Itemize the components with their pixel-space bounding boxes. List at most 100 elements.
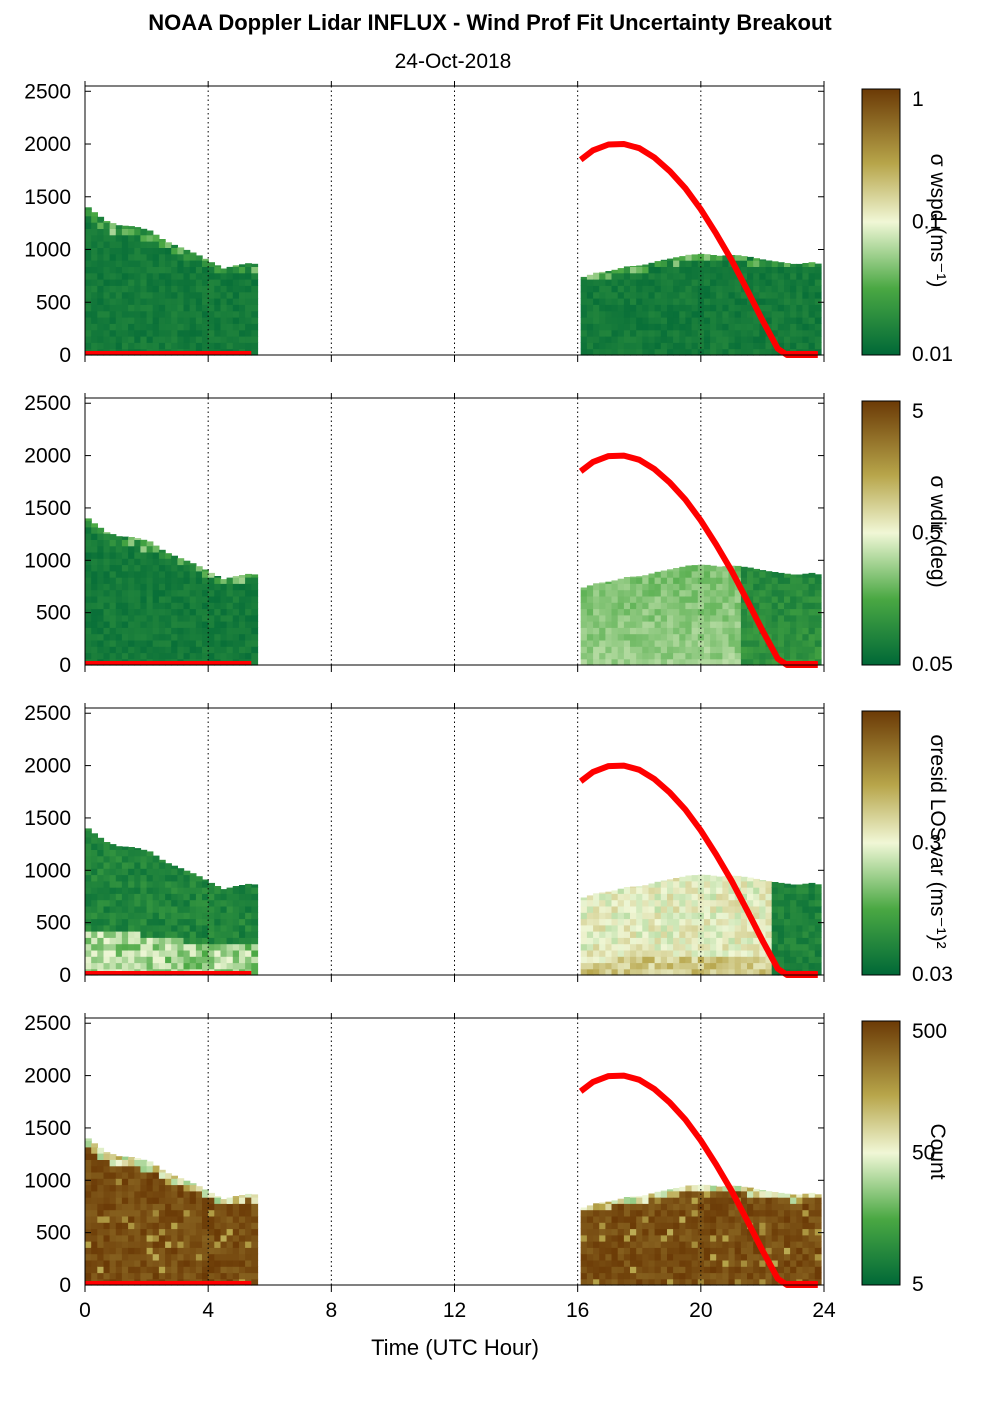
heatmap-cell <box>134 291 142 299</box>
heatmap-cell <box>226 646 234 654</box>
heatmap-cell <box>660 1197 668 1204</box>
heatmap-cell <box>146 241 154 248</box>
heatmap-cell <box>586 1247 594 1255</box>
heatmap-cell <box>710 1190 717 1198</box>
heatmap-cell <box>771 1278 779 1286</box>
heatmap-cell <box>617 627 625 635</box>
heatmap-cell <box>784 298 791 305</box>
heatmap-cell <box>740 639 748 647</box>
heatmap-cell <box>648 298 656 305</box>
heatmap-cell <box>171 868 178 876</box>
heatmap-cell <box>195 880 203 888</box>
heatmap-cell <box>103 1153 111 1160</box>
heatmap-cell <box>214 918 222 926</box>
heatmap-cell <box>593 602 600 610</box>
heatmap-cell <box>697 1203 705 1211</box>
heatmap-cell <box>158 949 166 957</box>
heatmap-cell <box>796 291 804 299</box>
heatmap-cell <box>239 264 246 267</box>
heatmap-cell <box>667 608 674 616</box>
heatmap-cell <box>593 1222 600 1230</box>
heatmap-cell <box>617 918 625 926</box>
heatmap-cell <box>202 260 209 267</box>
heatmap-cell <box>691 1203 699 1211</box>
heatmap-cell <box>722 876 730 882</box>
heatmap-cell <box>759 968 767 976</box>
heatmap-cell <box>134 899 142 907</box>
heatmap-cell <box>121 1266 129 1274</box>
heatmap-cell <box>208 291 215 299</box>
heatmap-cell <box>747 1272 754 1280</box>
heatmap-cell <box>784 291 791 299</box>
heatmap-cell <box>673 1278 680 1286</box>
heatmap-cell <box>165 633 172 641</box>
heatmap-cell <box>747 1247 754 1255</box>
heatmap-cell <box>109 342 117 350</box>
heatmap-cell <box>171 646 178 654</box>
heatmap-cell <box>716 899 723 907</box>
heatmap-cell <box>605 646 613 654</box>
heatmap-cell <box>747 310 754 318</box>
heatmap-cell <box>691 1241 699 1248</box>
heatmap-cell <box>734 627 742 635</box>
heatmap-cell <box>777 317 785 324</box>
heatmap-cell <box>128 595 135 603</box>
heatmap-cell <box>660 652 668 660</box>
heatmap-cell <box>685 304 693 312</box>
heatmap-cell <box>802 621 810 628</box>
heatmap-cell <box>722 255 730 261</box>
heatmap-cell <box>716 255 723 261</box>
heatmap-cell <box>691 1222 699 1230</box>
y-tick-label: 1500 <box>24 1117 71 1140</box>
heatmap-cell <box>183 291 191 299</box>
heatmap-cell <box>103 304 111 312</box>
heatmap-cell <box>134 539 142 547</box>
heatmap-cell <box>623 1278 631 1286</box>
heatmap-cell <box>202 595 209 603</box>
heatmap-cell <box>586 1234 594 1242</box>
heatmap-cell <box>667 968 674 976</box>
heatmap-cell <box>784 639 791 647</box>
heatmap-cell <box>109 1197 117 1204</box>
heatmap-cell <box>740 336 748 343</box>
heatmap-cell <box>152 336 160 343</box>
heatmap-cell <box>667 905 674 913</box>
heatmap-cell <box>623 639 631 647</box>
heatmap-cell <box>146 558 154 566</box>
heatmap-cell <box>239 1195 246 1198</box>
heatmap-cell <box>747 1266 754 1274</box>
heatmap-cell <box>654 1253 662 1261</box>
heatmap-cell <box>679 1190 687 1198</box>
heatmap-cell <box>740 304 748 312</box>
heatmap-cell <box>808 646 816 654</box>
heatmap-cell <box>599 1253 606 1261</box>
heatmap-cell <box>673 348 680 356</box>
heatmap-cell <box>220 268 228 274</box>
heatmap-cell <box>685 589 693 597</box>
heatmap-cell <box>777 962 785 970</box>
heatmap-cell <box>685 956 693 964</box>
heatmap-cell <box>630 1196 637 1198</box>
heatmap-cell <box>251 608 259 616</box>
heatmap-cell <box>134 329 142 337</box>
heatmap-cell <box>691 924 699 932</box>
heatmap-cell <box>128 887 135 894</box>
heatmap-cell <box>171 621 178 628</box>
heatmap-cell <box>158 880 166 888</box>
heatmap-cell <box>146 887 154 894</box>
heatmap-cell <box>660 272 668 280</box>
heatmap-cell <box>109 1272 117 1280</box>
heatmap-cell <box>146 1259 154 1267</box>
heatmap-cell <box>691 565 699 572</box>
heatmap-cell <box>808 323 816 331</box>
heatmap-cell <box>202 304 209 312</box>
heatmap-cell <box>140 931 148 938</box>
heatmap-cell <box>784 279 791 286</box>
heatmap-cell <box>586 329 594 337</box>
heatmap-cell <box>109 868 117 876</box>
heatmap-cell <box>808 937 816 945</box>
heatmap-cell <box>611 956 619 964</box>
heatmap-cell <box>685 285 693 293</box>
heatmap-cell <box>599 285 606 293</box>
